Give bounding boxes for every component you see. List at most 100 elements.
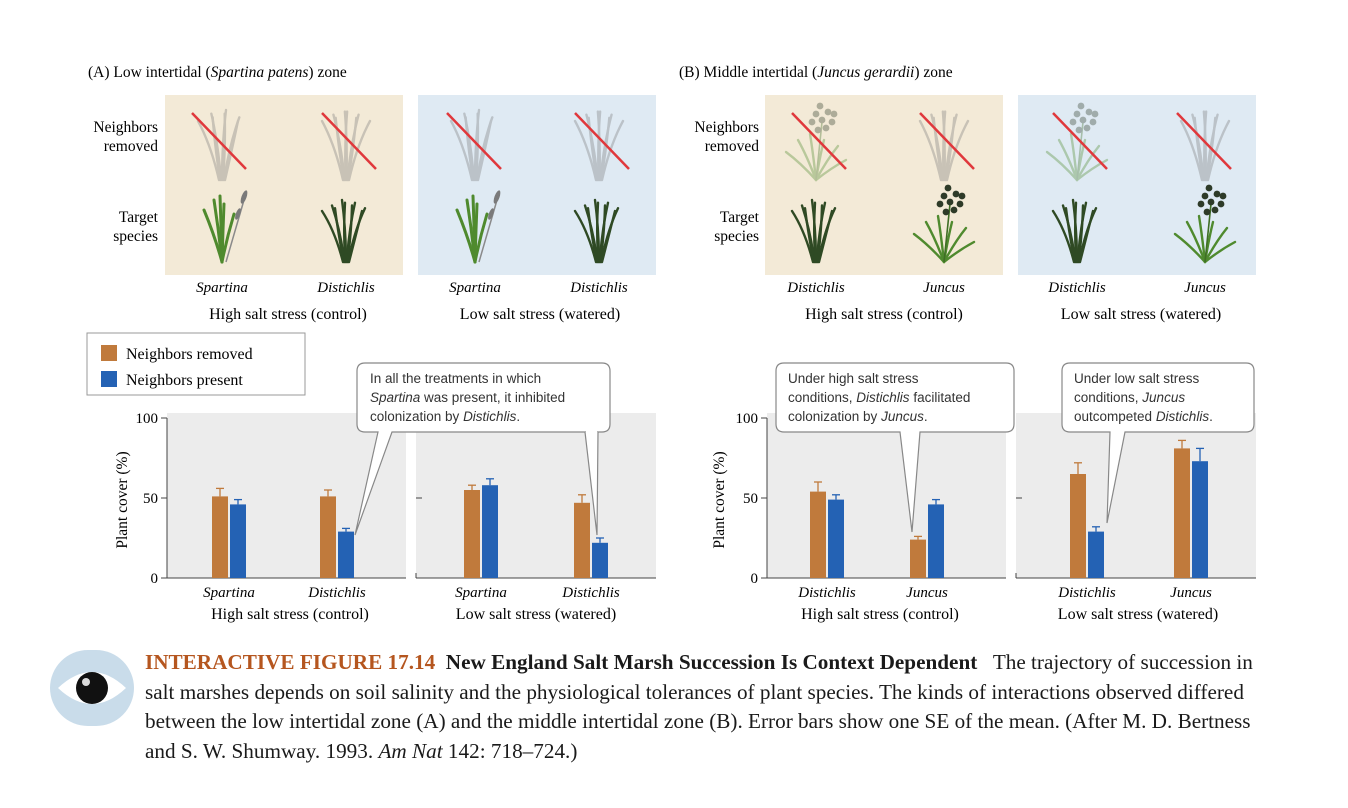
species-label: Juncus — [1184, 280, 1226, 296]
grass-plant — [1051, 198, 1098, 264]
removed-x-mark — [321, 112, 377, 170]
target-species-label: species — [714, 228, 759, 245]
figure: (A) Low intertidal (Spartina patens) zon… — [86, 64, 1256, 623]
callout-b1: Under high salt stress conditions, Disti… — [775, 362, 1015, 533]
legend-swatch-present — [101, 371, 117, 387]
bar-removed-distichlis — [320, 496, 336, 578]
y-tick-label: 50 — [143, 491, 158, 507]
callout-a-line3: colonization by Distichlis. — [370, 409, 520, 424]
removed-x-mark — [574, 112, 630, 170]
bar-present-distichlis — [592, 542, 608, 578]
grass-plant — [573, 110, 625, 182]
illustration-b-low — [1018, 95, 1256, 275]
legend-swatch-removed — [101, 345, 117, 361]
category-label: Distichlis — [797, 585, 856, 601]
caption-title: New England Salt Marsh Succession Is Con… — [445, 650, 978, 674]
category-label: Juncus — [906, 585, 948, 601]
chart-category-labels: Spartina Distichlis Spartina Distichlis … — [203, 585, 1212, 601]
legend-label-removed: Neighbors removed — [126, 346, 253, 363]
condition-label: Low salt stress (watered) — [1061, 306, 1221, 323]
plot-bg-b-low — [1016, 413, 1256, 578]
juncus-plant — [784, 102, 848, 182]
callout-a-line2: Spartina was present, it inhibited — [370, 390, 565, 405]
removed-x-mark — [191, 112, 247, 170]
juncus-plant — [1045, 102, 1109, 182]
bar-present-juncus — [1192, 461, 1208, 578]
row-labels-a: Neighbors removed Target species — [93, 119, 158, 245]
bar-present-spartina — [482, 485, 498, 578]
species-label: Juncus — [923, 280, 965, 296]
y-tick-label: 0 — [151, 571, 159, 587]
bar-removed-distichlis — [810, 491, 826, 578]
removed-x-mark — [1052, 112, 1108, 170]
bar-removed-distichlis — [1070, 474, 1086, 578]
interactive-figure-button[interactable] — [50, 650, 134, 726]
removed-x-mark — [919, 112, 975, 170]
callout-a: In all the treatments in which Spartina … — [354, 362, 611, 536]
caption-body: The trajectory of succession in salt mar… — [145, 650, 1253, 763]
y-tick-label: 0 — [751, 571, 759, 587]
neighbors-removed-label: Neighbors — [694, 119, 759, 136]
condition-label: Low salt stress (watered) — [1058, 606, 1218, 623]
condition-label: High salt stress (control) — [211, 606, 369, 623]
juncus-plant — [1173, 184, 1237, 264]
grass-plant — [573, 198, 620, 264]
species-label: Spartina — [196, 280, 248, 296]
figure-caption: INTERACTIVE FIGURE 17.14 New England Sal… — [145, 648, 1265, 766]
caption-label: INTERACTIVE FIGURE 17.14 — [145, 650, 436, 674]
juncus-plant — [912, 184, 976, 264]
bars — [212, 439, 1208, 578]
bar-removed-distichlis — [574, 502, 590, 578]
y-axis-title-a: Plant cover (%) — [114, 451, 131, 548]
legend-box — [86, 332, 306, 396]
category-label: Spartina — [455, 585, 507, 601]
callout-a-line1: In all the treatments in which — [370, 371, 541, 386]
neighbors-removed-label: Neighbors — [93, 119, 158, 136]
species-label: Distichlis — [569, 280, 628, 296]
y-axis-title-b: Plant cover (%) — [711, 451, 728, 548]
callout-b2: Under low salt stress conditions, Juncus… — [1061, 362, 1255, 524]
plot-bg-a-high — [167, 413, 406, 578]
bar-present-juncus — [928, 504, 944, 578]
species-label: Distichlis — [316, 280, 375, 296]
spartina-plant — [202, 190, 248, 264]
row-labels-b: Neighbors removed Target species — [694, 119, 759, 245]
removed-x-mark — [1176, 112, 1232, 170]
panel-a-title: (A) Low intertidal (Spartina patens) zon… — [88, 64, 347, 81]
bar-present-spartina — [230, 504, 246, 578]
grass-plant — [1179, 110, 1231, 182]
bar-present-distichlis — [338, 531, 354, 578]
caption-journal: Am Nat — [378, 738, 443, 763]
category-label: Distichlis — [561, 585, 620, 601]
bar-present-distichlis — [1088, 531, 1104, 578]
panel-b-title: (B) Middle intertidal (Juncus gerardii) … — [679, 64, 953, 81]
category-label: Distichlis — [307, 585, 366, 601]
grass-plant — [918, 110, 970, 182]
species-label: Distichlis — [786, 280, 845, 296]
plot-bg-b-high — [767, 413, 1006, 578]
species-label: Distichlis — [1047, 280, 1106, 296]
grass-plant — [196, 108, 241, 182]
callout-b2-line3: outcompeted Distichlis. — [1074, 409, 1213, 424]
grass-plant — [320, 110, 372, 182]
condition-label: Low salt stress (watered) — [460, 306, 620, 323]
bar-removed-juncus — [910, 539, 926, 578]
condition-label: High salt stress (control) — [805, 306, 963, 323]
bar-removed-spartina — [212, 496, 228, 578]
y-tick-label: 100 — [736, 411, 759, 427]
callout-b2-line1: Under low salt stress — [1074, 371, 1200, 386]
condition-label: Low salt stress (watered) — [456, 606, 616, 623]
target-species-label: Target — [720, 209, 760, 226]
callout-b1-line3: colonization by Juncus. — [788, 409, 928, 424]
category-label: Juncus — [1170, 585, 1212, 601]
grass-plant — [790, 198, 837, 264]
target-species-label: species — [113, 228, 158, 245]
bar-present-distichlis — [828, 499, 844, 578]
species-label: Spartina — [449, 280, 501, 296]
condition-label: High salt stress (control) — [209, 306, 367, 323]
removed-x-mark — [791, 112, 847, 170]
y-tick-label: 50 — [743, 491, 758, 507]
bar-removed-spartina — [464, 490, 480, 578]
neighbors-removed-label: removed — [705, 138, 759, 155]
chart-condition-labels: High salt stress (control) Low salt stre… — [211, 606, 1218, 623]
